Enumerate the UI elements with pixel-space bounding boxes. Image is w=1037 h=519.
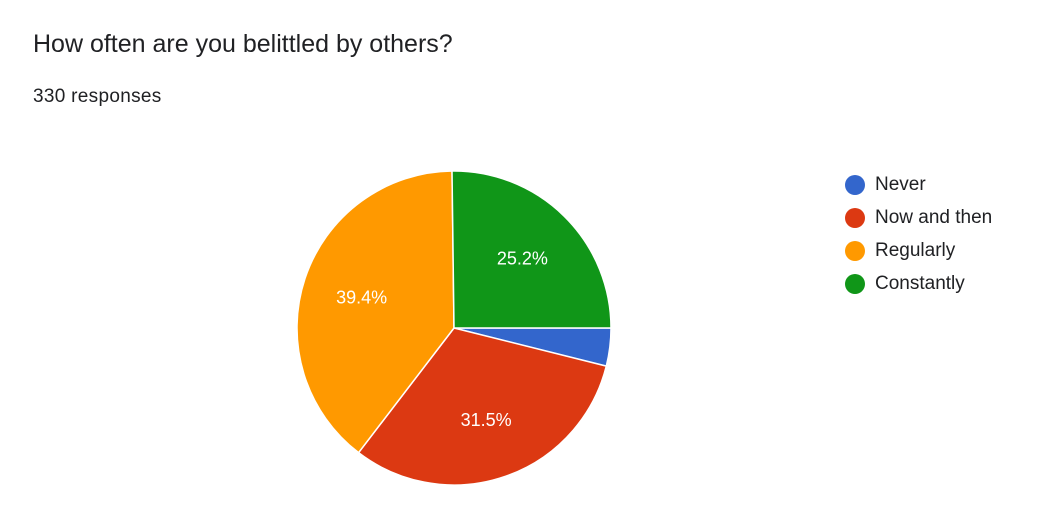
response-count: 330 responses (33, 86, 162, 107)
chart-title: How often are you belittled by others? (33, 30, 453, 58)
legend-dot-now-and-then (845, 207, 865, 228)
legend-dot-never (845, 174, 865, 195)
legend-item-never[interactable]: Never (845, 168, 992, 201)
pie-slice-regularly[interactable] (296, 170, 455, 454)
legend-label-regularly: Regularly (875, 239, 956, 261)
legend-dot-constantly (845, 273, 865, 294)
legend-label-never: Never (875, 173, 926, 195)
chart-legend: Never Now and then Regularly Constantly (845, 168, 992, 300)
legend-item-now-and-then[interactable]: Now and then (845, 201, 992, 234)
legend-label-constantly: Constantly (875, 272, 965, 294)
pie-slice-constantly[interactable] (451, 170, 612, 329)
slice-label-constantly: 25.2% (497, 249, 548, 269)
legend-item-regularly[interactable]: Regularly (845, 234, 992, 267)
pie-slice-now-and-then[interactable] (357, 327, 608, 486)
legend-dot-regularly (845, 240, 865, 261)
slice-label-now-and-then: 31.5% (461, 410, 512, 430)
legend-label-now-and-then: Now and then (875, 206, 993, 228)
slice-label-regularly: 39.4% (336, 287, 387, 307)
legend-item-constantly[interactable]: Constantly (845, 267, 992, 300)
